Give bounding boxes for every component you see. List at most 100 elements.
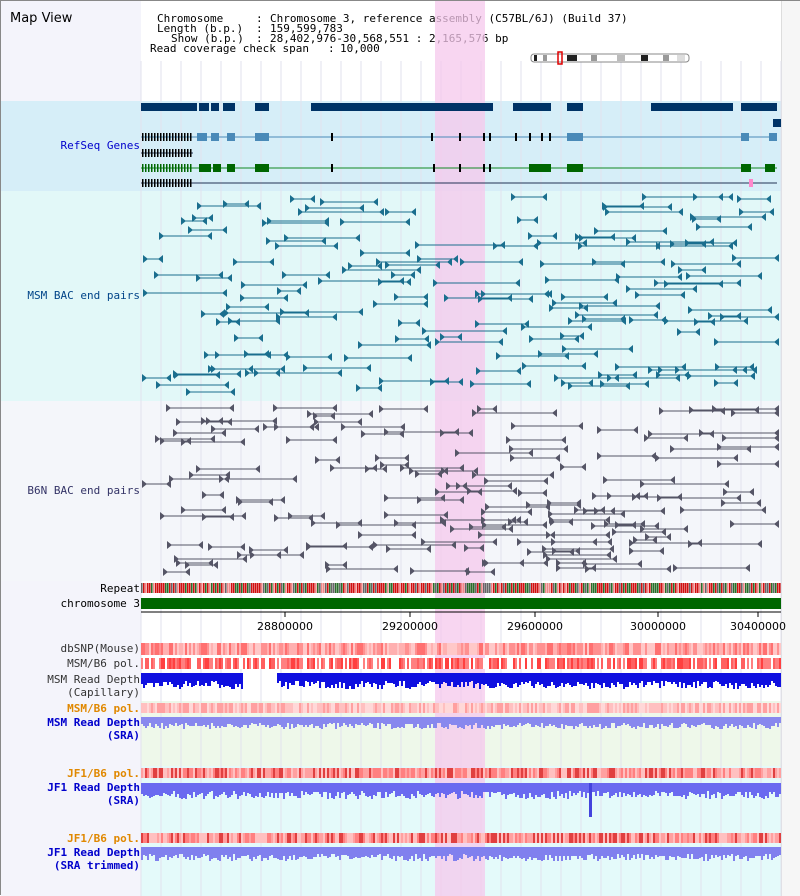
heat-cell bbox=[647, 658, 649, 669]
repeat-mark bbox=[283, 583, 285, 593]
depth-bar bbox=[445, 847, 447, 861]
depth-bar bbox=[695, 717, 697, 727]
heat-cell bbox=[321, 833, 323, 843]
msm-bac-label[interactable]: MSM BAC end pairs bbox=[27, 289, 140, 302]
b6n-bac-pair-end bbox=[454, 428, 459, 436]
repeat-mark bbox=[639, 583, 641, 593]
depth-bar bbox=[767, 847, 769, 859]
heat-cell bbox=[557, 768, 559, 778]
msm-bac-pair-end bbox=[554, 374, 559, 382]
depth-bar bbox=[581, 847, 583, 858]
msm-bac-pair-end bbox=[562, 345, 567, 353]
msm-bac-pair-end bbox=[280, 365, 285, 373]
b6n-bac-label[interactable]: B6N BAC end pairs bbox=[27, 484, 140, 497]
repeat-mark bbox=[353, 583, 355, 593]
heat-cell bbox=[531, 658, 533, 669]
heat-cell bbox=[243, 643, 245, 655]
heat-cell bbox=[161, 643, 163, 655]
heat-cell bbox=[307, 833, 309, 843]
repeat-mark bbox=[687, 583, 689, 593]
depth-bar bbox=[613, 783, 615, 795]
depth-bar bbox=[273, 783, 275, 798]
msm-bac-pair-end bbox=[481, 290, 486, 298]
depth-bar bbox=[631, 847, 633, 858]
depth-bar bbox=[659, 717, 661, 729]
depth-bar bbox=[293, 847, 295, 855]
heat-cell bbox=[639, 703, 641, 713]
repeat-mark bbox=[307, 583, 309, 593]
depth-bar bbox=[383, 783, 385, 798]
heat-cell bbox=[765, 658, 767, 669]
heat-cell bbox=[539, 703, 541, 713]
heat-cell bbox=[253, 643, 255, 655]
depth-bar bbox=[743, 673, 745, 684]
heat-cell bbox=[285, 658, 287, 669]
heat-cell bbox=[473, 658, 475, 669]
b6n-bac-pair-end bbox=[241, 512, 246, 520]
depth-bar bbox=[449, 717, 451, 724]
depth-bar bbox=[217, 717, 219, 726]
depth-bar bbox=[573, 783, 575, 793]
b6n-bac-pair-end bbox=[201, 417, 206, 425]
depth-bar bbox=[659, 783, 661, 796]
depth-bar bbox=[771, 783, 773, 794]
heat-cell bbox=[343, 643, 345, 655]
repeat-mark bbox=[333, 583, 335, 593]
depth-bar bbox=[617, 673, 619, 682]
depth-bar bbox=[697, 673, 699, 681]
depth-bar bbox=[183, 717, 185, 729]
refseq-genes-label[interactable]: RefSeq Genes bbox=[60, 139, 140, 152]
heat-cell bbox=[461, 658, 463, 669]
heat-cell bbox=[569, 658, 571, 669]
depth-bar bbox=[303, 717, 305, 727]
b6n-bac-pair-end bbox=[518, 489, 523, 497]
b6n-bac-pair-end bbox=[745, 564, 750, 572]
heat-cell bbox=[301, 658, 303, 669]
msm-bac-pair-end bbox=[688, 306, 693, 314]
msm-bac-pair-end bbox=[747, 223, 752, 231]
depth-bar bbox=[195, 783, 197, 797]
depth-bar bbox=[291, 717, 293, 724]
heat-cell bbox=[419, 833, 421, 843]
heat-cell bbox=[491, 833, 493, 843]
msm-bac-pair-end bbox=[378, 278, 383, 286]
heat-cell bbox=[487, 658, 489, 669]
repeat-mark bbox=[531, 583, 533, 593]
repeat-mark bbox=[159, 583, 161, 593]
depth-bar bbox=[293, 673, 295, 685]
depth-bar bbox=[223, 673, 225, 687]
b6n-bac-pair-end bbox=[660, 507, 665, 515]
heat-cell bbox=[391, 658, 393, 669]
depth-bar bbox=[603, 847, 605, 858]
depth-bar bbox=[561, 673, 563, 683]
repeat-mark bbox=[697, 583, 699, 593]
msm-bac-pair-end bbox=[244, 200, 249, 208]
heat-cell bbox=[257, 703, 259, 713]
depth-bar bbox=[607, 847, 609, 856]
heat-cell bbox=[537, 643, 539, 655]
depth-bar bbox=[237, 717, 239, 727]
heat-cell bbox=[699, 768, 701, 778]
depth-bar bbox=[669, 673, 671, 682]
heat-cell bbox=[501, 768, 503, 778]
msm-bac-pair-end bbox=[736, 260, 741, 268]
msm-bac-pair-end bbox=[507, 294, 512, 302]
heat-cell bbox=[669, 643, 671, 655]
heat-cell bbox=[249, 833, 251, 843]
b6n-bac-pair-end bbox=[373, 541, 378, 549]
depth-bar bbox=[681, 783, 683, 797]
gene-exon-tick bbox=[331, 133, 333, 141]
heat-cell bbox=[401, 643, 403, 655]
depth-bar bbox=[347, 673, 349, 689]
depth-bar bbox=[555, 783, 557, 799]
heat-cell bbox=[547, 643, 549, 655]
heat-cell bbox=[605, 768, 607, 778]
msm-bac-pair-end bbox=[340, 218, 345, 226]
heat-cell bbox=[603, 768, 605, 778]
depth-bar bbox=[277, 673, 279, 683]
gene-exon-tick bbox=[157, 149, 159, 157]
heat-cell bbox=[643, 658, 645, 669]
depth-bar bbox=[173, 673, 175, 687]
depth-bar bbox=[491, 847, 493, 857]
